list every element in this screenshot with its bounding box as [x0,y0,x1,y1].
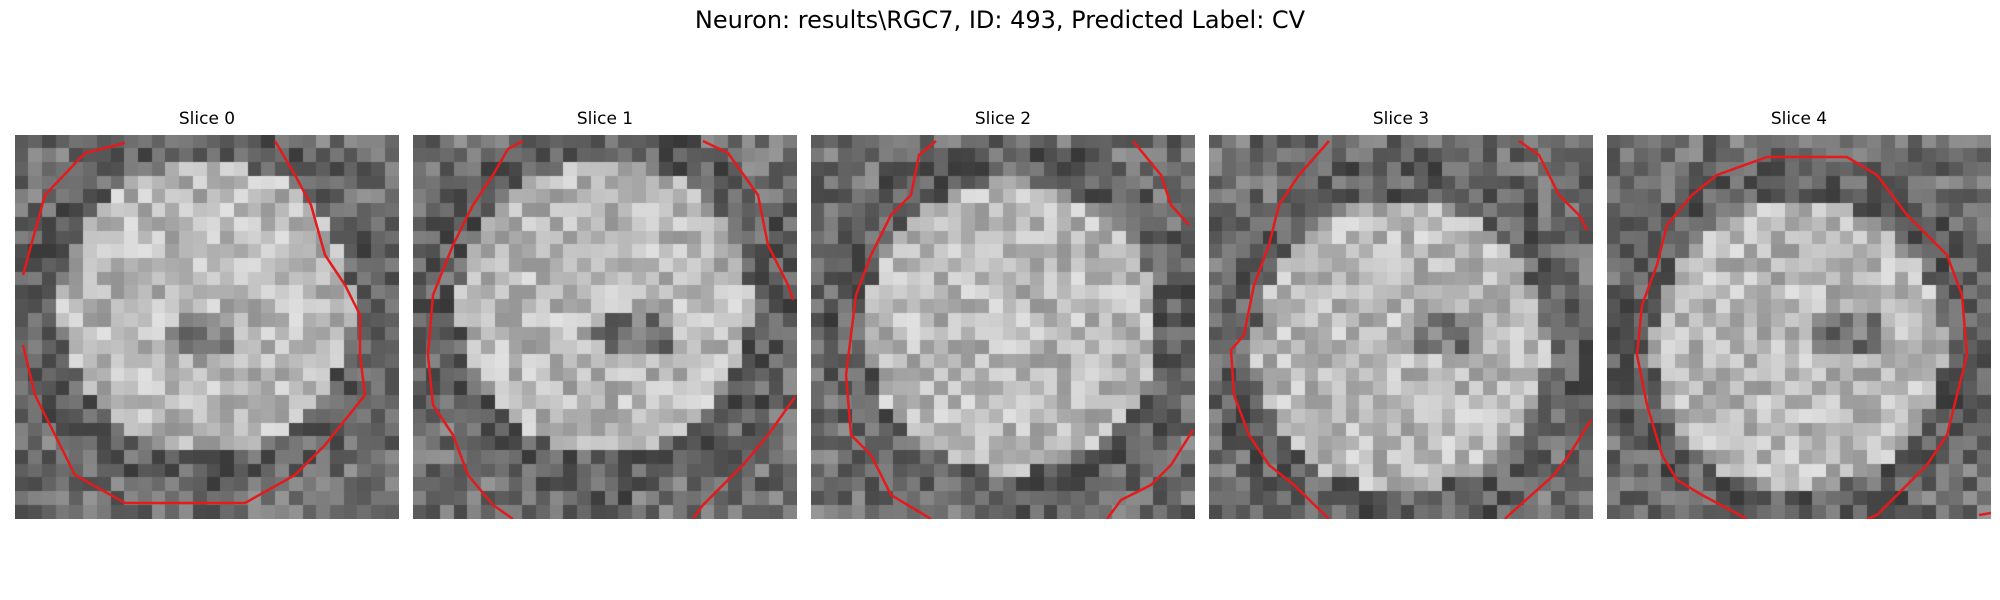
slice-title: Slice 4 [1770,109,1828,129]
slice-panel-1: Slice 1 [413,109,797,519]
slice-panel-3: Slice 3 [1209,109,1593,519]
segmentation-contour [21,140,367,505]
slice-image [1209,135,1593,519]
slice-title: Slice 0 [178,109,236,129]
contour-line [844,140,937,519]
slice-panel-4: Slice 4 [1607,109,1991,519]
slice-image [811,135,1195,519]
segmentation-contour [1229,139,1593,519]
contour-line [1635,155,1768,519]
contour-line [21,141,126,276]
contour-line [702,139,795,301]
slice-panel-0: Slice 0 [15,109,399,519]
contour-line [1767,155,1969,519]
microscopy-image [15,135,399,519]
slice-title: Slice 3 [1372,109,1430,129]
slice-image [413,135,797,519]
microscopy-image [1209,135,1593,519]
microscopy-image [1607,135,1991,519]
contour-line [1518,139,1589,231]
slice-image [1607,135,1991,519]
contour-line [21,140,367,505]
contour-line [1105,429,1195,519]
contour-line [1132,140,1190,226]
slice-image [15,135,399,519]
slice-title: Slice 2 [974,109,1032,129]
contour-line [1229,140,1330,519]
contour-line [691,396,797,519]
slice-title: Slice 1 [576,109,634,129]
contour-line [1504,419,1593,519]
segmentation-contour [1635,155,1991,519]
segmentation-contour [844,140,1195,519]
contour-line [426,139,524,519]
contour-line [1978,511,1991,517]
microscopy-image [811,135,1195,519]
segmentation-contour [426,139,797,519]
figure-title: Neuron: results\RGC7, ID: 493, Predicted… [694,6,1306,34]
slice-panel-2: Slice 2 [811,109,1195,519]
